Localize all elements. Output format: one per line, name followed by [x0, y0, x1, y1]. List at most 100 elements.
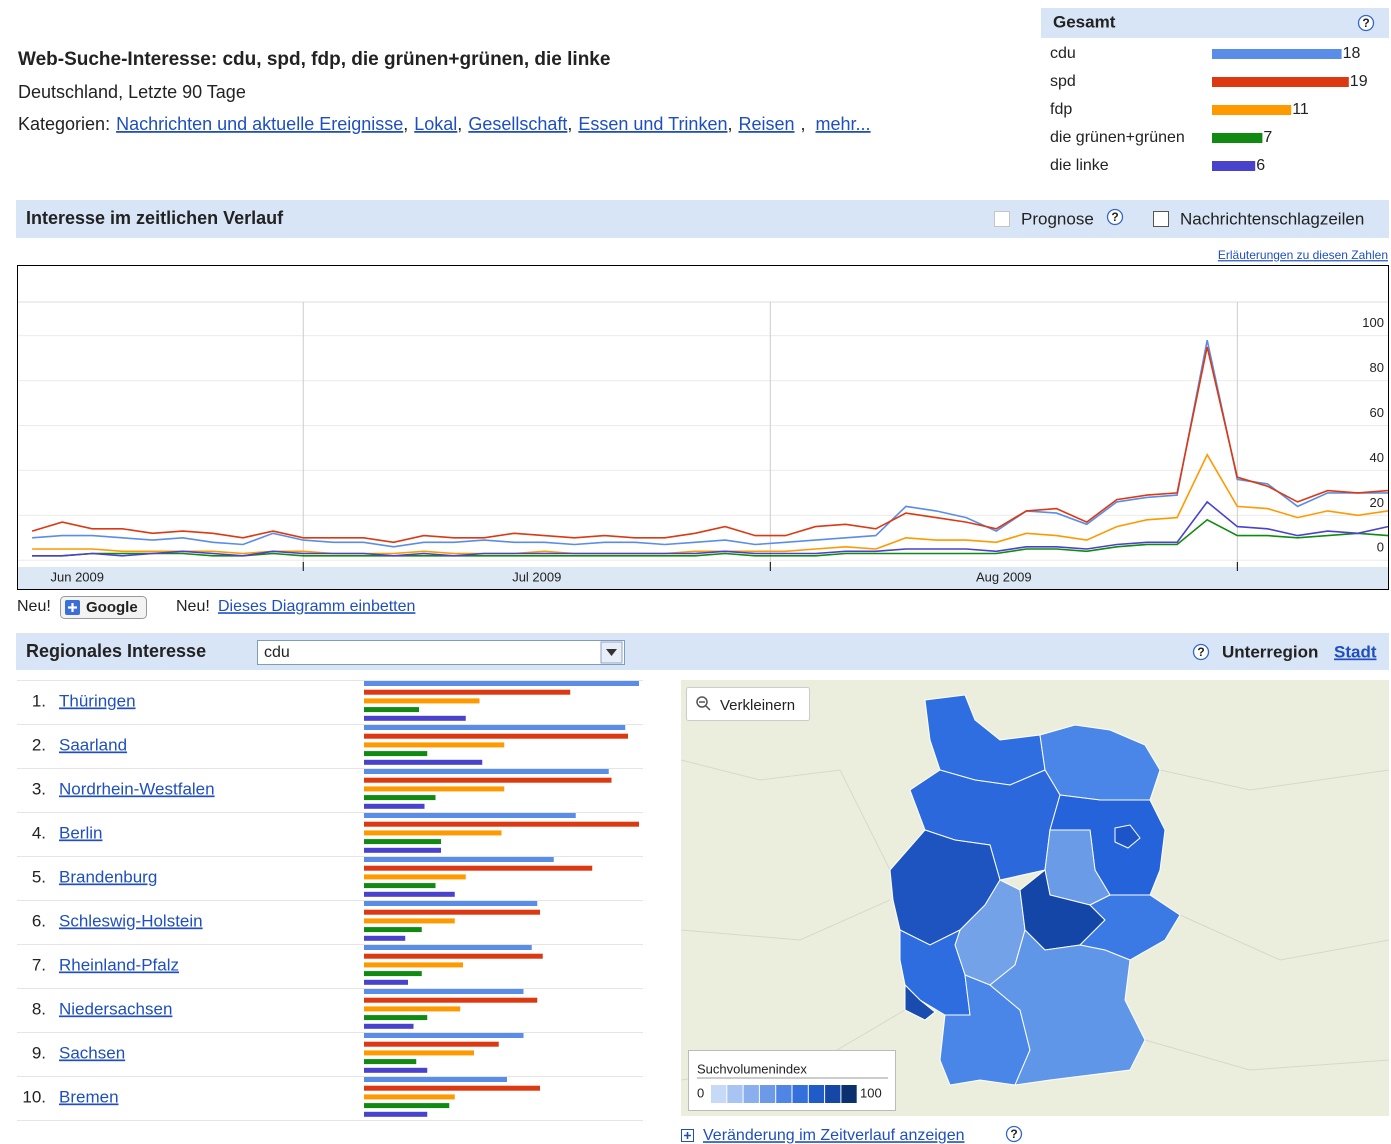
region-bar [364, 742, 505, 748]
region-link[interactable]: Saarland [59, 735, 127, 754]
explanation-link[interactable]: Erläuterungen zu diesen Zahlen [1218, 248, 1388, 262]
section-bar [16, 633, 1389, 670]
region-bar [364, 1111, 428, 1117]
region-link[interactable]: Niedersachsen [59, 999, 172, 1018]
region-bar [364, 953, 543, 959]
category-link[interactable]: Essen und Trinken [578, 114, 727, 134]
city-link[interactable]: Stadt [1334, 642, 1377, 661]
total-value: 18 [1343, 45, 1361, 62]
region-link[interactable]: Nordrhein-Westfalen [59, 779, 215, 798]
region-link[interactable]: Bremen [59, 1087, 119, 1106]
region-link[interactable]: Schleswig-Holstein [59, 911, 203, 930]
region-bar [364, 786, 505, 792]
category-link[interactable]: Gesellschaft [468, 114, 567, 134]
y-tick-label: 100 [1362, 315, 1384, 330]
region-bar [364, 698, 480, 704]
separator: , [567, 114, 572, 134]
total-bar [1212, 105, 1292, 115]
region-bar [364, 901, 538, 906]
section-title: Interesse im zeitlichen Verlauf [26, 208, 284, 228]
help-icon-text: ? [1362, 16, 1369, 30]
help-icon-text: ? [1010, 1127, 1017, 1141]
region-bar [364, 945, 532, 950]
series-name: die linke [1050, 157, 1109, 174]
help-icon-text: ? [1111, 210, 1118, 224]
legend-max: 100 [860, 1085, 882, 1100]
category-link[interactable]: Nachrichten und aktuelle Ereignisse [116, 114, 403, 134]
rank: 2. [32, 735, 46, 754]
series-name: die grünen+grünen [1050, 129, 1185, 146]
total-bar [1212, 49, 1342, 59]
region-bar [364, 803, 425, 809]
zoom-out-button[interactable] [686, 687, 810, 721]
select-box[interactable] [257, 640, 625, 665]
region-bar [364, 1103, 450, 1109]
region-bar [364, 715, 466, 721]
region-bar [364, 830, 502, 836]
region-bar [364, 795, 436, 801]
region-bar [364, 989, 524, 994]
region-bar [364, 962, 463, 968]
legend-swatch [759, 1085, 776, 1103]
region-bar [364, 751, 428, 757]
google-button[interactable] [60, 596, 147, 619]
region-bar [364, 681, 639, 686]
region-bar [364, 1050, 474, 1056]
series-name: fdp [1050, 101, 1072, 118]
separator: , [727, 114, 732, 134]
legend-swatch [825, 1085, 841, 1103]
region-bar [364, 891, 455, 897]
series-line [32, 340, 1388, 548]
legend-swatch [841, 1085, 857, 1103]
rank: 7. [32, 955, 46, 974]
region-bar [364, 847, 441, 853]
legend-swatch [792, 1085, 808, 1103]
region-link[interactable]: Thüringen [59, 691, 136, 710]
region-bar [364, 909, 540, 915]
region-link[interactable]: Berlin [59, 823, 102, 842]
total-value: 19 [1350, 73, 1368, 90]
rank: 6. [32, 911, 46, 930]
region-bar [364, 1023, 414, 1029]
help-icon [1357, 14, 1375, 32]
totals-header [1041, 8, 1389, 38]
category-link[interactable]: Reisen [738, 114, 794, 134]
region-bar [364, 759, 483, 765]
region-link[interactable]: Brandenburg [59, 867, 157, 886]
embed-link[interactable]: Dieses Diagramm einbetten [218, 598, 415, 615]
subtitle: Deutschland, Letzte 90 Tage [18, 82, 246, 102]
more-link[interactable]: mehr... [816, 114, 871, 134]
total-value: 7 [1263, 129, 1272, 146]
region-bar [364, 935, 406, 941]
forecast-checkbox[interactable] [994, 211, 1010, 227]
state [989, 929, 1146, 1086]
region-bar [364, 997, 538, 1003]
forecast-label: Prognose [1021, 209, 1094, 228]
region-bar [364, 857, 554, 862]
category-link[interactable]: Lokal [414, 114, 457, 134]
total-bar [1212, 161, 1256, 171]
help-icon-text: ? [1197, 645, 1204, 659]
rank: 9. [32, 1043, 46, 1062]
state [1114, 824, 1141, 849]
help-icon [1106, 208, 1124, 226]
series-name: cdu [1050, 45, 1076, 62]
region-bar [364, 1094, 455, 1100]
region-bar [364, 1085, 540, 1091]
y-tick-label: 80 [1370, 360, 1384, 375]
news-checkbox[interactable] [1153, 211, 1169, 227]
state [1078, 894, 1181, 961]
region-bar [364, 874, 466, 880]
change-link[interactable]: Veränderung im Zeitverlauf anzeigen [703, 1127, 965, 1144]
region-link[interactable]: Sachsen [59, 1043, 125, 1062]
region-bar [364, 883, 436, 889]
subregion-label: Unterregion [1222, 642, 1318, 661]
region-bar [364, 865, 593, 871]
rank: 5. [32, 867, 46, 886]
series-line [32, 500, 1389, 557]
region-bar [364, 1015, 428, 1021]
legend-swatch [727, 1085, 743, 1103]
region-link[interactable]: Rheinland-Pfalz [59, 955, 179, 974]
region-bar [364, 733, 628, 739]
